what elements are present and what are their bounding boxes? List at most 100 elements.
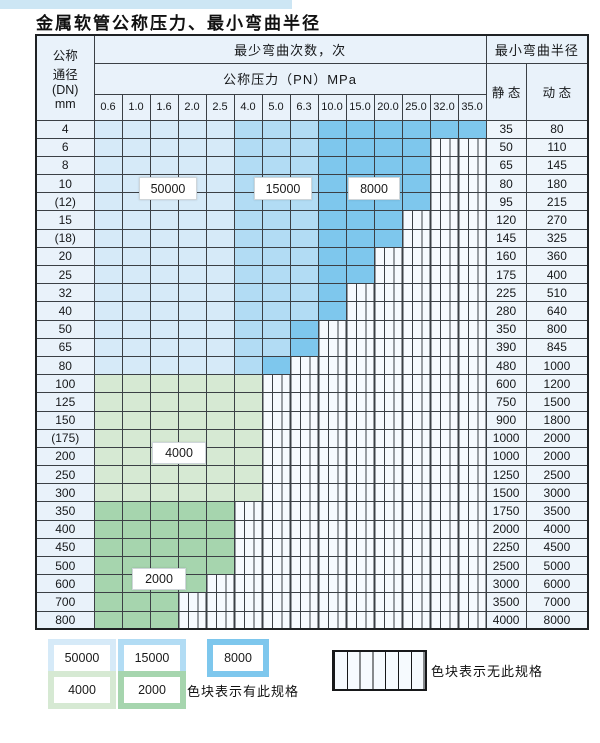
spec-cell [149, 246, 179, 267]
spec-cell [177, 501, 207, 521]
spec-cell [177, 410, 207, 430]
table-row: 450 2250 4500 [35, 537, 589, 558]
dn-cell: (175) [35, 428, 95, 448]
static-radius-cell: 1000 [485, 428, 527, 448]
no-spec-cell [429, 192, 459, 212]
spec-cell [345, 246, 375, 267]
static-radius-cell: 80 [485, 174, 527, 194]
no-spec-cell [457, 537, 487, 558]
no-spec-cell [401, 519, 431, 539]
spec-cell [121, 155, 151, 176]
static-radius-cell: 390 [485, 337, 527, 357]
no-spec-cell [233, 610, 263, 630]
spec-cell [289, 155, 319, 176]
spec-cell [289, 264, 319, 285]
dn-cell: 32 [35, 283, 95, 303]
dn-cell: 25 [35, 264, 95, 285]
no-spec-cell [205, 592, 235, 612]
legend-swatch-8000: 8000 [207, 639, 269, 677]
static-header: 静 态 [485, 62, 527, 121]
static-radius-cell: 4000 [485, 610, 527, 630]
pressure-col-header: 6.3 [289, 93, 319, 121]
spec-cell [205, 192, 235, 212]
table-row: 600 3000 6000 [35, 574, 589, 594]
dynamic-radius-cell: 110 [525, 137, 589, 157]
no-spec-cell [457, 592, 487, 612]
spec-cell [345, 119, 375, 139]
no-spec-cell [317, 446, 347, 467]
no-spec-cell [317, 428, 347, 448]
static-radius-cell: 1000 [485, 446, 527, 467]
table-row: 350 1750 3500 [35, 501, 589, 521]
spec-cell [149, 210, 179, 230]
spec-cell [93, 319, 123, 339]
spec-cell [205, 137, 235, 157]
spec-cell [205, 337, 235, 357]
spec-cell [233, 428, 263, 448]
table-row: 32 225 510 [35, 283, 589, 303]
dn-header-line: 公称 [52, 48, 78, 63]
spec-cell [93, 428, 123, 448]
spec-cell [121, 319, 151, 339]
table-row: 150 900 1800 [35, 410, 589, 430]
spec-cell [93, 592, 123, 612]
no-spec-cell [429, 210, 459, 230]
no-spec-cell [205, 610, 235, 630]
no-spec-cell [401, 410, 431, 430]
no-spec-cell [401, 228, 431, 248]
spec-cell [233, 119, 263, 139]
dn-cell: 500 [35, 555, 95, 576]
spec-cell [177, 519, 207, 539]
dn-cell: 400 [35, 519, 95, 539]
spec-cell [177, 210, 207, 230]
no-spec-cell [233, 574, 263, 594]
spec-cell [289, 283, 319, 303]
no-spec-cell [373, 246, 403, 267]
no-spec-cell [429, 355, 459, 376]
spec-cell [149, 355, 179, 376]
pressure-header: 公称压力（PN）MPa [93, 62, 487, 95]
no-spec-cell [373, 519, 403, 539]
table-row: (18) 145 325 [35, 228, 589, 248]
spec-cell [233, 228, 263, 248]
no-spec-cell [345, 428, 375, 448]
spec-cell [93, 483, 123, 503]
spec-cell [121, 537, 151, 558]
spec-cell [233, 483, 263, 503]
pressure-col-header: 32.0 [429, 93, 459, 121]
table-row: 400 2000 4000 [35, 519, 589, 539]
dynamic-radius-cell: 1200 [525, 374, 589, 394]
spec-cell [121, 428, 151, 448]
no-spec-cell [317, 501, 347, 521]
table-row: 15 120 270 [35, 210, 589, 230]
spec-cell [289, 301, 319, 321]
no-spec-cell [429, 446, 459, 467]
legend: 50000 15000 8000 4000 2000 色块表示有此规格 色块表示… [35, 637, 595, 717]
spec-cell [149, 374, 179, 394]
dn-cell: 6 [35, 137, 95, 157]
spec-cell [345, 155, 375, 176]
no-spec-cell [289, 574, 319, 594]
legend-swatch-2000: 2000 [118, 671, 186, 709]
spec-cell [205, 519, 235, 539]
no-spec-cell [401, 465, 431, 485]
spec-cell [289, 228, 319, 248]
no-spec-cell [317, 337, 347, 357]
dynamic-radius-cell: 800 [525, 319, 589, 339]
no-spec-cell [373, 319, 403, 339]
spec-cell [205, 428, 235, 448]
spec-cell [261, 283, 291, 303]
no-spec-cell [373, 574, 403, 594]
no-spec-cell [345, 446, 375, 467]
no-spec-cell [261, 483, 291, 503]
no-spec-cell [401, 319, 431, 339]
dn-cell: 100 [35, 374, 95, 394]
table-row: 40 280 640 [35, 301, 589, 321]
spec-cell [205, 555, 235, 576]
spec-cell [317, 174, 347, 194]
spec-cell [93, 610, 123, 630]
no-spec-cell [373, 465, 403, 485]
no-spec-cell [401, 555, 431, 576]
spec-cell [317, 228, 347, 248]
spec-cell [93, 283, 123, 303]
